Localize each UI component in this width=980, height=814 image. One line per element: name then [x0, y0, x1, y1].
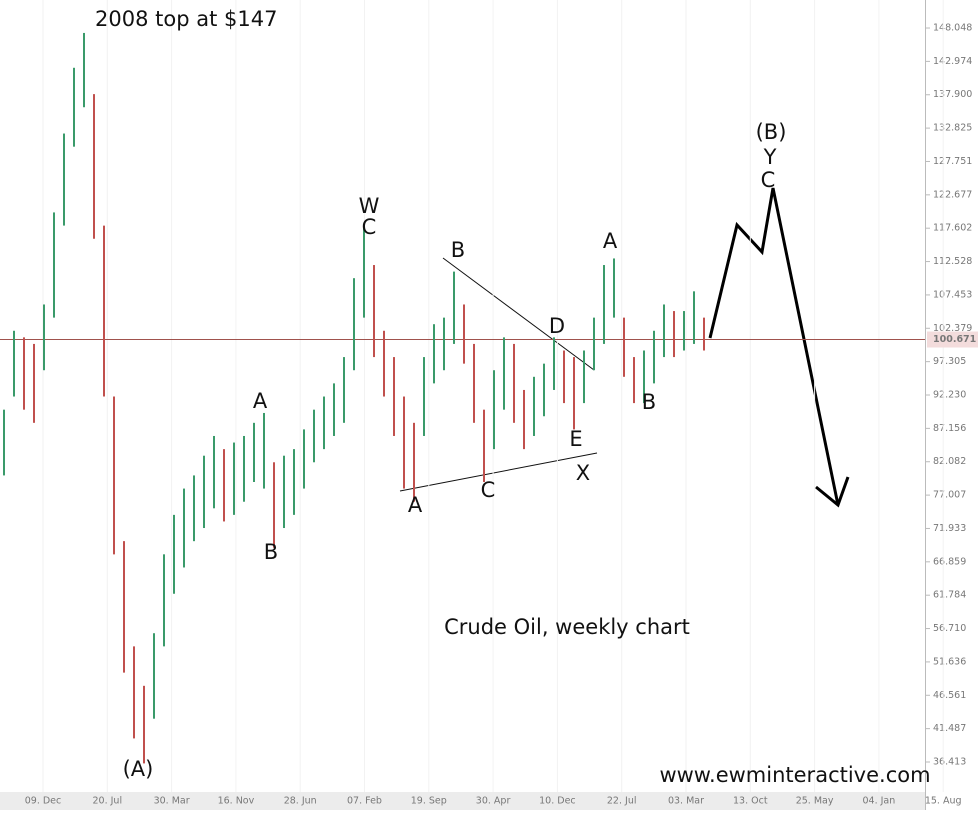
- y-tick-label: 82.082: [933, 456, 966, 467]
- annotation: Y: [763, 145, 777, 169]
- annotation: B: [451, 238, 465, 262]
- y-tick-label: 41.487: [933, 723, 966, 734]
- y-tick-label: 102.379: [933, 323, 972, 334]
- y-tick-label: 61.784: [933, 590, 966, 601]
- y-tick-label: 66.859: [933, 556, 966, 567]
- y-tick-label: 142.974: [933, 56, 972, 67]
- annotation: C: [362, 215, 377, 239]
- x-tick-label: 07. Feb: [347, 796, 382, 807]
- annotation: D: [549, 314, 565, 338]
- annotation: B: [264, 540, 278, 564]
- annotation-layer: 2008 top at $147(A)ABWCABCDEXAB(B)YCCrud…: [95, 7, 931, 787]
- x-tick-label: 16. Nov: [218, 796, 255, 807]
- annotation: (B): [756, 120, 787, 144]
- y-tick-label: 87.156: [933, 423, 966, 434]
- annotation: X: [576, 461, 590, 485]
- annotation: A: [408, 493, 423, 517]
- x-tick-label: 30. Mar: [154, 796, 190, 807]
- x-tick-label: 03. Mar: [668, 796, 704, 807]
- x-tick-label: 30. Apr: [476, 796, 511, 807]
- y-tick-label: 97.305: [933, 356, 966, 367]
- y-tick-label: 77.007: [933, 490, 966, 501]
- x-tick-label: 10. Dec: [539, 796, 576, 807]
- x-tick-label: 28. Jun: [284, 796, 317, 807]
- y-tick-label: 122.677: [933, 189, 972, 200]
- forecast-arrowhead: [815, 476, 850, 508]
- triangle-upper-line: [442, 257, 595, 371]
- x-tick-label: 22. Jul: [607, 796, 637, 807]
- annotation: A: [253, 389, 268, 413]
- annotation: www.ewminteractive.com: [659, 763, 930, 787]
- annotation: 2008 top at $147: [95, 7, 277, 31]
- forecast-path: [708, 187, 840, 506]
- y-tick-label: 56.710: [933, 623, 966, 634]
- bars-layer: [3, 32, 705, 764]
- y-tick-label: 46.561: [933, 690, 966, 701]
- y-tick-label: 51.636: [933, 656, 966, 667]
- x-tick-label: 19. Sep: [411, 796, 447, 807]
- annotation: C: [481, 478, 496, 502]
- y-tick-label: 148.048: [933, 23, 972, 34]
- y-tick-label: 112.528: [933, 256, 972, 267]
- y-tick-label: 107.453: [933, 289, 972, 300]
- triangle-lower-line: [399, 452, 598, 492]
- y-tick-label: 36.413: [933, 756, 966, 767]
- annotation: C: [761, 168, 776, 192]
- last-price-label: 100.671: [933, 334, 976, 345]
- annotation: W: [359, 194, 380, 218]
- last-price-box: [927, 331, 978, 348]
- x-tick-label: 20. Jul: [93, 796, 123, 807]
- annotation: B: [642, 390, 656, 414]
- y-tick-label: 92.230: [933, 390, 966, 401]
- annotation: Crude Oil, weekly chart: [444, 615, 690, 639]
- y-tick-label: 132.825: [933, 123, 972, 134]
- y-tick-label: 71.933: [933, 523, 966, 534]
- y-tick-label: 117.602: [933, 223, 972, 234]
- x-axis-band: [0, 792, 925, 810]
- x-tick-label: 09. Dec: [25, 796, 62, 807]
- x-tick-label: 15. Aug: [925, 796, 962, 807]
- annotation: (A): [123, 757, 154, 781]
- annotation: A: [603, 229, 618, 253]
- y-tick-label: 127.751: [933, 156, 972, 167]
- annotation: E: [569, 427, 582, 451]
- y-tick-label: 137.900: [933, 89, 972, 100]
- x-tick-label: 04. Jan: [863, 796, 896, 807]
- x-tick-label: 13. Oct: [733, 796, 768, 807]
- x-tick-label: 25. May: [796, 796, 834, 807]
